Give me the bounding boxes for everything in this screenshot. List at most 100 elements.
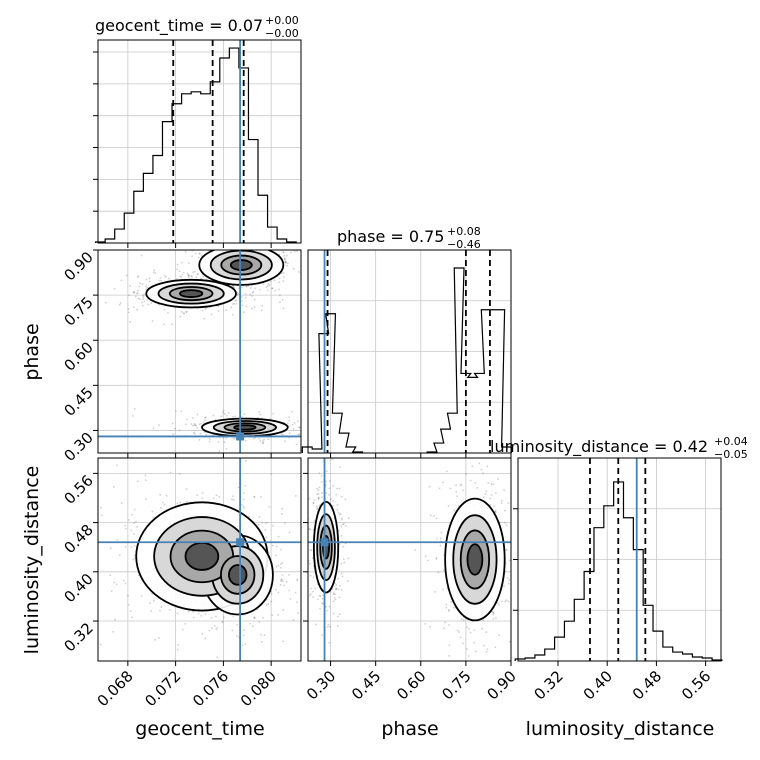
histogram-bin <box>545 649 555 661</box>
scatter-point <box>208 236 210 238</box>
scatter-point <box>179 501 182 504</box>
scatter-point <box>132 306 135 309</box>
scatter-point <box>442 569 445 572</box>
scatter-point <box>292 428 295 430</box>
scatter-point <box>200 422 203 425</box>
x-tick-label: 0.45 <box>348 667 384 703</box>
scatter-point <box>251 625 254 627</box>
scatter-point <box>291 410 293 413</box>
scatter-point <box>328 641 331 644</box>
scatter-point <box>512 597 514 599</box>
scatter-point <box>241 644 244 647</box>
scatter-point <box>230 306 233 309</box>
scatter-point <box>498 634 500 637</box>
scatter-point <box>142 298 144 301</box>
scatter-point <box>286 422 289 425</box>
density-contour <box>184 541 220 571</box>
scatter-point <box>159 277 162 279</box>
scatter-point <box>208 440 211 443</box>
scatter-point <box>462 642 464 645</box>
scatter-point <box>225 414 228 417</box>
histogram-bin <box>201 94 211 243</box>
scatter-point <box>176 268 178 271</box>
scatter-point <box>182 312 185 315</box>
scatter-point <box>476 486 479 489</box>
scatter-point <box>136 292 139 295</box>
scatter-point <box>243 413 246 416</box>
scatter-point <box>494 617 497 620</box>
scatter-point <box>434 590 436 593</box>
scatter-point <box>471 465 474 468</box>
scatter-point <box>237 244 239 246</box>
histogram-bin <box>182 94 192 243</box>
scatter-point <box>500 502 503 505</box>
x-tick-label: 0.56 <box>678 667 714 703</box>
scatter-point <box>186 418 188 421</box>
scatter-point <box>302 430 304 432</box>
scatter-point <box>325 480 327 483</box>
histogram-bin <box>623 518 633 661</box>
scatter-point <box>282 280 285 283</box>
scatter-point <box>321 492 323 495</box>
scatter-point <box>133 533 136 536</box>
scatter-point <box>217 441 220 443</box>
scatter-point <box>220 415 223 418</box>
scatter-point <box>322 594 324 597</box>
scatter-point <box>225 448 228 450</box>
scatter-point <box>244 293 247 296</box>
scatter-point <box>319 607 321 610</box>
scatter-point <box>336 487 339 490</box>
scatter-point <box>314 420 316 422</box>
scatter-point <box>213 625 216 627</box>
scatter-point <box>200 615 203 617</box>
histogram-bin <box>153 155 163 243</box>
scatter-point <box>158 637 160 639</box>
y-tick-label: 0.90 <box>60 248 96 284</box>
scatter-point <box>320 496 323 499</box>
title-luminosity-distance-plus: +0.04 <box>714 435 748 448</box>
scatter-point <box>221 411 224 414</box>
scatter-point <box>303 443 305 445</box>
scatter-point <box>162 501 164 504</box>
scatter-point <box>309 593 312 595</box>
scatter-point <box>447 505 450 507</box>
scatter-point <box>195 424 197 427</box>
scatter-point <box>217 243 219 245</box>
scatter-point <box>129 610 132 613</box>
scatter-point <box>254 617 256 619</box>
scatter-point <box>124 582 127 585</box>
scatter-point <box>235 303 238 305</box>
scatter-point <box>342 545 345 548</box>
histogram-bin <box>162 122 172 243</box>
scatter-point <box>428 485 431 488</box>
scatter-point <box>231 629 234 632</box>
scatter-point <box>204 416 207 419</box>
scatter-point <box>267 283 270 285</box>
scatter-point <box>144 498 147 501</box>
scatter-point <box>266 289 269 292</box>
scatter-point <box>312 501 315 504</box>
scatter-point <box>299 546 301 548</box>
scatter-point <box>429 514 432 517</box>
scatter-point <box>225 241 227 243</box>
scatter-point <box>440 531 443 534</box>
scatter-point <box>280 580 282 582</box>
scatter-point <box>492 613 495 616</box>
scatter-point <box>65 612 67 614</box>
scatter-point <box>172 433 174 436</box>
scatter-point <box>253 305 256 308</box>
scatter-point <box>216 626 219 629</box>
scatter-point <box>340 517 343 520</box>
scatter-point <box>285 261 287 264</box>
x-axis-label-geocent-time: geocent_time <box>135 718 264 740</box>
scatter-point <box>498 603 501 606</box>
scatter-point <box>288 419 290 422</box>
scatter-point <box>496 478 499 481</box>
geocent-time-vs-luminosity-distance-panel <box>65 457 302 666</box>
scatter-point <box>194 252 197 255</box>
scatter-point <box>332 612 335 615</box>
scatter-point <box>235 236 237 238</box>
panel-frame <box>97 39 302 244</box>
x-tick-label: 0.30 <box>303 667 339 703</box>
scatter-point <box>206 246 208 248</box>
